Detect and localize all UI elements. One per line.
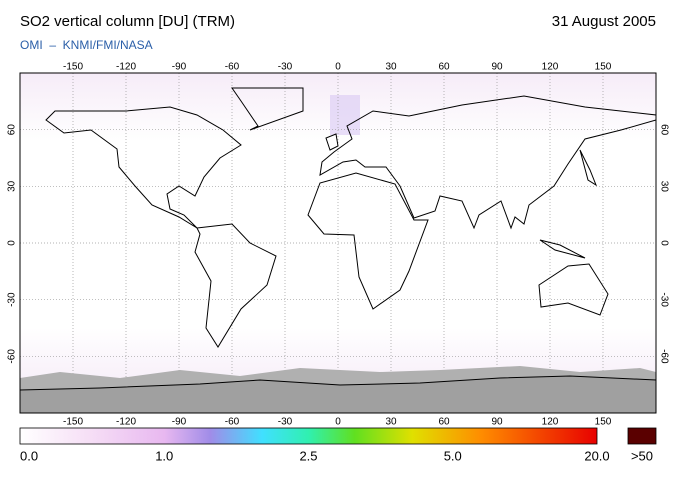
map — [19, 72, 657, 414]
lon-tick-label: -60 — [225, 417, 240, 428]
lon-tick-label: 30 — [385, 62, 397, 73]
lon-tick-label: 0 — [335, 417, 341, 428]
coastline — [538, 263, 609, 316]
colorbar-label: 20.0 — [584, 448, 609, 463]
map-frame — [19, 72, 657, 414]
lat-tick-label: -60 — [658, 349, 669, 364]
colorbar-label: 0.0 — [20, 448, 38, 463]
colorbar-label: 1.0 — [155, 448, 173, 463]
colorbar-overflow-label: >50 — [631, 448, 653, 463]
coastline — [194, 223, 277, 348]
lon-tick-label: 150 — [595, 417, 612, 428]
data-swath — [330, 95, 360, 135]
lat-tick-label: 0 — [658, 240, 669, 246]
lon-tick-label: -120 — [116, 62, 136, 73]
coastline — [325, 133, 598, 259]
coastline — [319, 95, 657, 230]
coastline — [231, 87, 304, 131]
lon-tick-label: -120 — [116, 417, 136, 428]
lon-tick-label: 60 — [438, 62, 450, 73]
subtitle: OMI – KNMI/FMI/NASA — [20, 38, 153, 52]
title: SO2 vertical column [DU] (TRM) — [20, 13, 235, 30]
lon-tick-label: 0 — [335, 62, 341, 73]
colorbar — [19, 427, 598, 445]
lon-tick-label: -30 — [278, 62, 293, 73]
lon-tick-label: 30 — [385, 417, 397, 428]
lat-tick-label: 0 — [7, 240, 18, 246]
lat-tick-label: 30 — [658, 181, 669, 193]
coastline — [45, 106, 242, 229]
lat-tick-label: -30 — [658, 292, 669, 307]
lat-tick-label: -30 — [7, 292, 18, 307]
lon-tick-label: 120 — [542, 62, 559, 73]
colorbar-label: 2.5 — [299, 448, 317, 463]
coastline — [307, 172, 429, 310]
lon-tick-label: 90 — [491, 62, 503, 73]
lat-tick-label: 60 — [7, 124, 18, 136]
lat-tick-label: -60 — [7, 349, 18, 364]
lon-tick-label: 90 — [491, 417, 503, 428]
lon-tick-label: 150 — [595, 62, 612, 73]
lat-tick-label: 30 — [7, 180, 18, 192]
lon-tick-label: 120 — [542, 417, 559, 428]
lon-tick-label: -60 — [225, 62, 240, 73]
lon-tick-label: -30 — [278, 417, 293, 428]
lat-tick-label: 60 — [658, 124, 669, 136]
lon-tick-label: -150 — [63, 62, 83, 73]
colorbar-label: 5.0 — [444, 448, 462, 463]
lon-tick-label: 60 — [438, 417, 450, 428]
lon-tick-label: -90 — [172, 62, 187, 73]
lon-tick-label: -90 — [172, 417, 187, 428]
colorbar-overflow — [627, 427, 657, 445]
date: 31 August 2005 — [552, 13, 656, 30]
lon-tick-label: -150 — [63, 417, 83, 428]
